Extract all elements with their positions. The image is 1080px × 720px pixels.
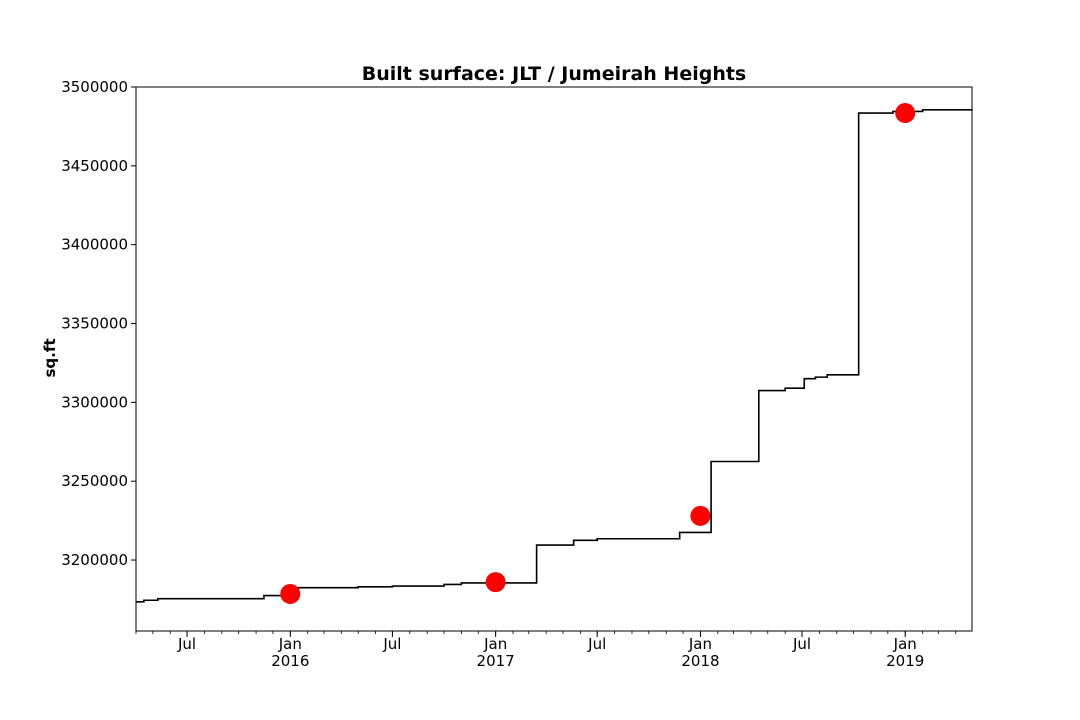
plot-area xyxy=(135,103,973,604)
x-tick-label-2015-07-01: Jul xyxy=(177,635,196,653)
plot-frame xyxy=(135,86,973,632)
y-tick-label-3200000: 3200000 xyxy=(61,551,128,569)
y-axis-label: sq.ft xyxy=(41,338,59,377)
y-tick-label-3250000: 3250000 xyxy=(61,472,128,490)
x-tick-label-2016-07-01: Jul xyxy=(382,635,401,653)
marker-point-2017 xyxy=(485,572,506,593)
x-tick-label-2019-01-01: Jan xyxy=(893,635,917,653)
y-tick-label-3350000: 3350000 xyxy=(61,315,128,333)
x-tick-label-2018-07-01: Jul xyxy=(792,635,811,653)
x-tick-label-2017-07-01: Jul xyxy=(587,635,606,653)
y-tick-label-3300000: 3300000 xyxy=(61,393,128,411)
axes: 3200000 3250000 3300000 3350000 3400000 34500… xyxy=(61,78,957,670)
marker-point-2018 xyxy=(690,505,711,526)
x-tick-label-2018-01-01: Jan xyxy=(688,635,712,653)
x-tick-year-2016: 2016 xyxy=(271,652,309,670)
x-tick-label-2016-01-01: Jan xyxy=(278,635,302,653)
y-tick-label-3500000: 3500000 xyxy=(61,78,128,96)
y-tick-label-3400000: 3400000 xyxy=(61,236,128,254)
x-tick-year-2017: 2017 xyxy=(477,652,515,670)
x-tick-year-2019: 2019 xyxy=(886,652,924,670)
chart-title: Built surface: JLT / Jumeirah Heights xyxy=(362,63,747,85)
step-line-series xyxy=(136,109,973,603)
x-tick-label-2017-01-01: Jan xyxy=(483,635,507,653)
x-tick-year-2018: 2018 xyxy=(681,652,719,670)
marker-point-2016 xyxy=(280,583,301,604)
marker-point-2019 xyxy=(895,103,916,124)
y-tick-label-3450000: 3450000 xyxy=(61,157,128,175)
